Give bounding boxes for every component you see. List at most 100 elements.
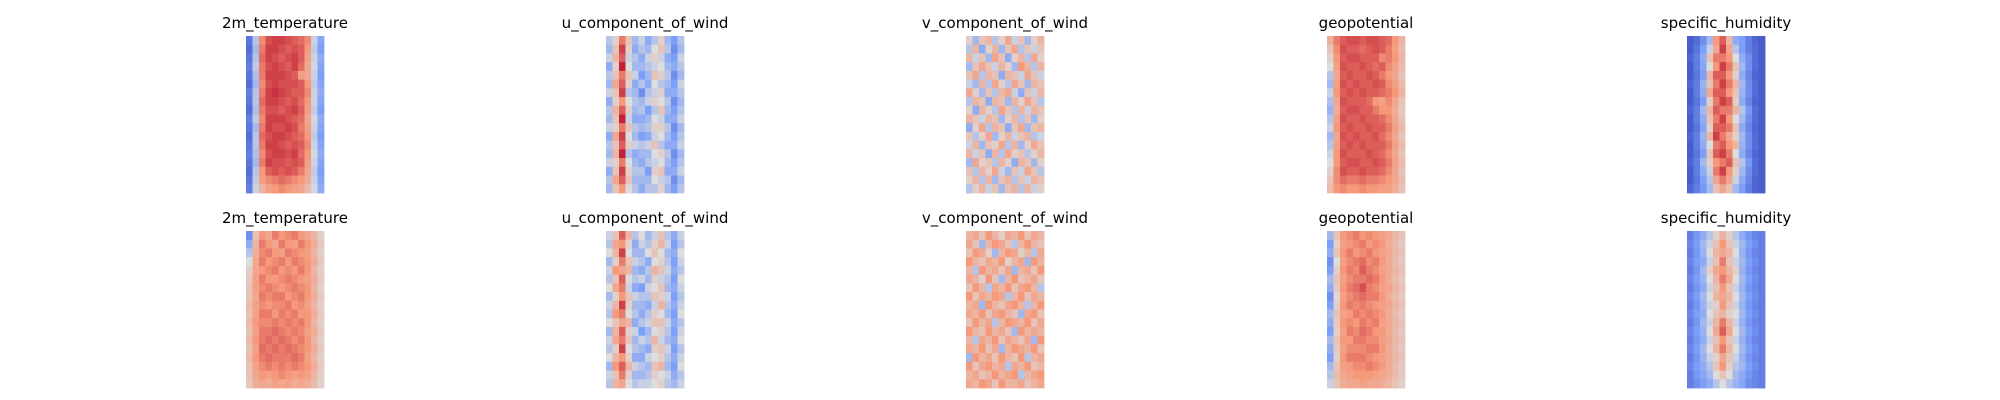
heatmap-cell: [992, 265, 999, 276]
heatmap-cell: [1726, 361, 1733, 371]
heatmap-cell: [1398, 318, 1406, 328]
heatmap-cell: [278, 257, 286, 267]
heatmap-cell: [1024, 257, 1032, 267]
heatmap-cell: [1706, 309, 1714, 319]
heatmap-cell: [992, 335, 999, 345]
heatmap-cell: [619, 239, 626, 249]
heatmap-cell: [1732, 70, 1740, 81]
heatmap-cell: [1745, 283, 1753, 293]
heatmap-cell: [664, 248, 672, 258]
heatmap-cell: [1726, 300, 1733, 310]
heatmap-cell: [1726, 292, 1733, 302]
heatmap-cell: [1011, 248, 1019, 258]
heatmap-cell: [1340, 158, 1347, 168]
heatmap-cell: [671, 300, 678, 310]
heatmap-cell: [658, 292, 665, 302]
heatmap-cell: [1713, 131, 1720, 142]
heatmap-cell: [278, 283, 286, 293]
heatmap-cell: [1745, 44, 1753, 54]
heatmap-cell: [664, 97, 672, 107]
heatmap-cell: [1752, 53, 1759, 63]
heatmap-cell: [291, 379, 299, 389]
heatmap-cell: [1385, 231, 1393, 241]
heatmap-cell: [246, 274, 253, 284]
heatmap-cell: [625, 292, 633, 302]
heatmap-cell: [246, 326, 253, 337]
heatmap-cell: [1732, 231, 1740, 241]
heatmap-cell: [1752, 361, 1759, 371]
heatmap-cell: [1031, 257, 1038, 267]
heatmap-cell: [651, 292, 659, 302]
heatmap-cell: [1379, 131, 1386, 142]
heatmap-cell: [1366, 123, 1373, 133]
heatmap-cell: [1024, 231, 1032, 241]
heatmap-cell: [998, 379, 1006, 389]
heatmap-cell: [311, 283, 318, 293]
heatmap-cell: [285, 309, 292, 319]
heatmap-cell: [1758, 361, 1766, 371]
heatmap-cell: [1333, 97, 1341, 107]
heatmap-cell: [304, 131, 312, 142]
heatmap-cell: [625, 300, 633, 310]
heatmap-cell: [1037, 175, 1045, 185]
heatmap-cell: [1745, 166, 1753, 176]
heatmap-cell: [992, 88, 999, 98]
heatmap-cell: [1340, 149, 1347, 159]
heatmap-cell: [638, 344, 646, 354]
heatmap-cell: [606, 274, 613, 284]
heatmap-cell: [966, 53, 973, 63]
heatmap-cell: [272, 239, 279, 249]
heatmap-cell: [1333, 231, 1341, 241]
heatmap-cell: [992, 175, 999, 185]
heatmap-cell: [252, 53, 260, 63]
heatmap-cell: [246, 166, 253, 176]
heatmap-cell: [1398, 361, 1406, 371]
heatmap-cell: [992, 79, 999, 89]
heatmap-cell: [317, 344, 325, 354]
heatmap-cell: [651, 335, 659, 345]
heatmap-cell: [671, 140, 678, 150]
heatmap-cell: [658, 123, 665, 133]
heatmap-cell: [606, 257, 613, 267]
heatmap-cell: [311, 97, 318, 107]
heatmap-cell: [972, 123, 980, 133]
heatmap-cell: [1333, 166, 1341, 176]
heatmap-cell: [1327, 361, 1334, 371]
heatmap-cell: [985, 274, 993, 284]
heatmap-cell: [1005, 257, 1012, 267]
heatmap-cell: [1011, 36, 1019, 46]
heatmap-cell: [1340, 79, 1347, 89]
heatmap-cell: [265, 70, 273, 81]
heatmap-cell: [1005, 97, 1012, 107]
heatmap-cell: [304, 239, 312, 249]
heatmap-cell: [985, 318, 993, 328]
heatmap-cell: [1346, 379, 1354, 389]
heatmap-cell: [992, 248, 999, 258]
heatmap-cell: [658, 361, 665, 371]
heatmap-cell: [979, 123, 986, 133]
heatmap-cell: [1359, 184, 1367, 194]
heatmap-cell: [1366, 36, 1373, 46]
heatmap-cell: [612, 292, 620, 302]
heatmap-cell: [1398, 326, 1406, 337]
heatmap-cell: [658, 175, 665, 185]
heatmap-cell: [246, 105, 253, 115]
heatmap-cell: [972, 379, 980, 389]
heatmap-cell: [1732, 335, 1740, 345]
heatmap-cell: [1327, 36, 1334, 46]
heatmap-cell: [671, 44, 678, 54]
heatmap-cell: [1739, 318, 1746, 328]
heatmap-cell: [1687, 274, 1694, 284]
panels-layer: 2m_temperature u_component_of_wind v_compo…: [222, 14, 1791, 389]
heatmap-cell: [1011, 265, 1019, 276]
heatmap-cell: [317, 326, 325, 337]
heatmap-cell: [1353, 300, 1360, 310]
heatmap-cell: [1018, 105, 1025, 115]
heatmap-cell: [1359, 62, 1367, 72]
heatmap-cell: [625, 123, 633, 133]
heatmap-cell: [1327, 105, 1334, 115]
heatmap-cell: [1752, 97, 1759, 107]
heatmap-cell: [612, 318, 620, 328]
heatmap-cell: [1745, 53, 1753, 63]
heatmap-cell: [1732, 292, 1740, 302]
